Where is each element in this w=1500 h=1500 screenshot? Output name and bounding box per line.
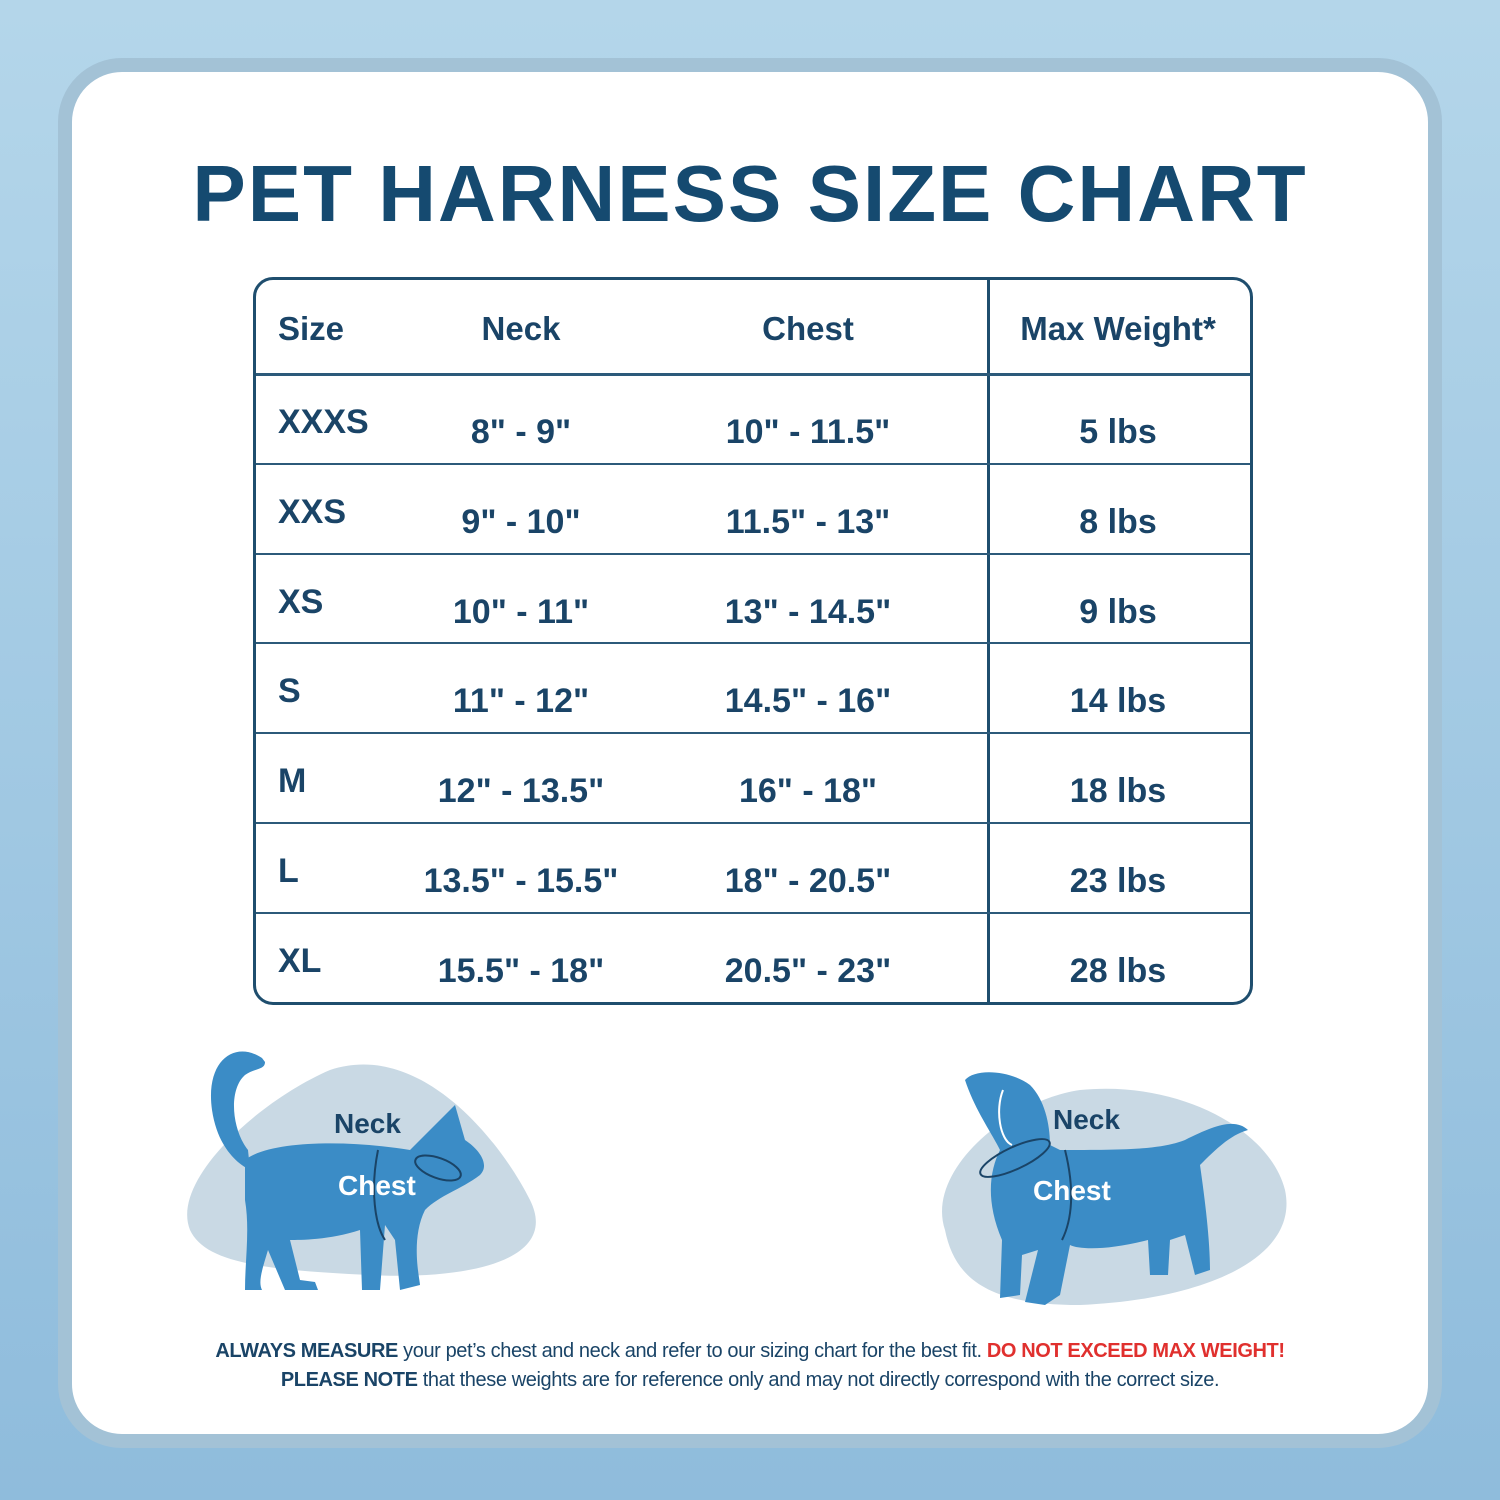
cat-neck-label: Neck xyxy=(334,1108,401,1139)
emphasis: ALWAYS MEASURE xyxy=(215,1340,398,1362)
size-label: XL xyxy=(278,941,322,980)
emphasis: PLEASE NOTE xyxy=(280,1369,418,1391)
row-divider xyxy=(256,552,1250,555)
header-divider xyxy=(256,373,1250,376)
note-text: that these weights are for reference onl… xyxy=(422,1369,1220,1391)
row-divider xyxy=(256,822,1250,824)
row-divider xyxy=(256,732,1250,735)
column-header: Neck xyxy=(481,310,561,347)
dog-neck-label: Neck xyxy=(1053,1104,1120,1135)
column-header: Chest xyxy=(762,310,854,347)
size-label: S xyxy=(278,672,301,711)
measurement: 9" - 10" xyxy=(461,502,581,541)
size-label: XS xyxy=(278,582,324,621)
column-header: Size xyxy=(278,310,345,347)
note-text: your pet’s chest and neck and refer to o… xyxy=(403,1340,982,1362)
size-label: XXXS xyxy=(278,403,369,441)
column-divider xyxy=(987,280,990,1002)
measurement: 8 lbs xyxy=(1079,502,1157,541)
measurement: 9 lbs xyxy=(1079,592,1157,631)
measurement: 11" - 12" xyxy=(452,682,590,721)
measurement: 13.5" - 15.5" xyxy=(423,862,619,900)
footer-line: PLEASE NOTE that these weights are for r… xyxy=(0,1366,1500,1395)
column-header: Max Weight* xyxy=(1020,310,1216,347)
footer-note: ALWAYS MEASURE your pet’s chest and neck… xyxy=(0,1337,1500,1395)
title: PET HARNESS SIZE CHART xyxy=(192,149,1308,238)
measurement: 10" - 11" xyxy=(452,592,590,631)
footer-line: ALWAYS MEASURE your pet’s chest and neck… xyxy=(0,1337,1500,1366)
measurement: 16" - 18" xyxy=(738,772,878,811)
size-label: XXS xyxy=(278,492,347,531)
measurement: 12" - 13.5" xyxy=(437,772,605,811)
measurement: 23 lbs xyxy=(1069,862,1167,900)
row-divider xyxy=(256,462,1250,465)
size-table: Size Neck Chest Max Weight* XXXS 8" - 9" 10" -… xyxy=(253,277,1253,1005)
measurement: 10" - 11.5" xyxy=(725,413,891,451)
measurement: 18" - 20.5" xyxy=(724,862,892,900)
measurement: 28 lbs xyxy=(1069,951,1167,990)
dog-chest-label: Chest xyxy=(1033,1175,1111,1206)
measurement: 11.5" - 13" xyxy=(725,502,891,541)
warning: DO NOT EXCEED MAX WEIGHT! xyxy=(986,1340,1285,1362)
row-divider xyxy=(256,911,1250,914)
measurement: 14.5" - 16" xyxy=(724,682,892,721)
measurement: 13" - 14.5" xyxy=(724,592,892,631)
cat-chest-label: Chest xyxy=(338,1170,416,1201)
size-label: L xyxy=(278,852,299,890)
measurement: 15.5" - 18" xyxy=(437,951,605,990)
measurement: 14 lbs xyxy=(1069,682,1167,721)
measurement: 20.5" - 23" xyxy=(724,951,892,990)
row-divider xyxy=(256,642,1250,645)
measurement: 18 lbs xyxy=(1069,772,1167,811)
measurement: 5 lbs xyxy=(1079,413,1157,451)
size-label: M xyxy=(278,762,307,801)
measurement: 8" - 9" xyxy=(470,413,572,451)
